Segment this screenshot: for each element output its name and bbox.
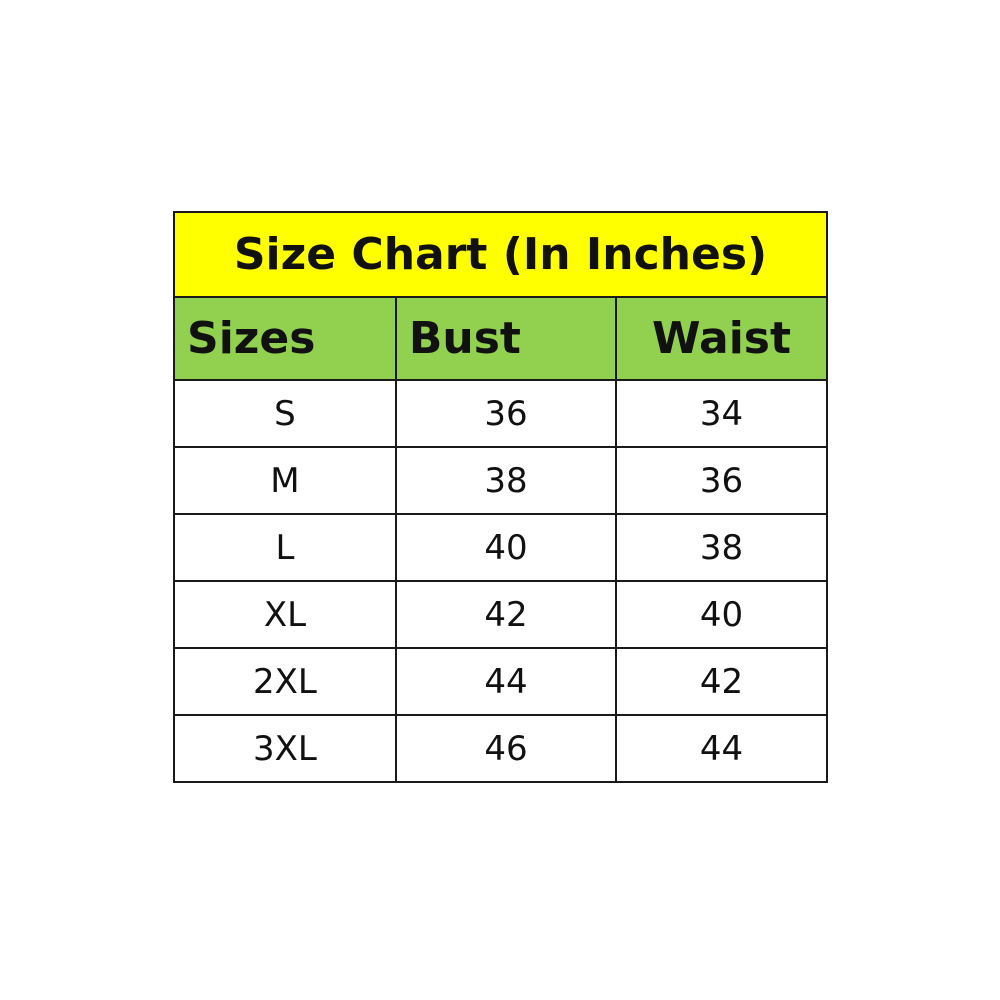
table-row: XL 42 40 (173, 580, 828, 649)
header-bust: Bust (394, 296, 618, 381)
table-row: 3XL 46 44 (173, 714, 828, 783)
cell-waist: 44 (615, 714, 828, 783)
cell-waist: 42 (615, 647, 828, 716)
cell-waist: 34 (615, 379, 828, 448)
cell-bust: 42 (394, 580, 618, 649)
cell-size: 3XL (173, 714, 397, 783)
cell-bust: 44 (394, 647, 618, 716)
table-row: S 36 34 (173, 379, 828, 448)
table-row: M 38 36 (173, 446, 828, 515)
cell-size: XL (173, 580, 397, 649)
cell-bust: 40 (394, 513, 618, 582)
size-chart-table: Size Chart (In Inches) Sizes Bust Waist … (173, 211, 828, 783)
table-title: Size Chart (In Inches) (173, 211, 828, 298)
cell-bust: 36 (394, 379, 618, 448)
table-row: L 40 38 (173, 513, 828, 582)
cell-waist: 36 (615, 446, 828, 515)
table-row: 2XL 44 42 (173, 647, 828, 716)
cell-size: 2XL (173, 647, 397, 716)
cell-size: L (173, 513, 397, 582)
header-row: Sizes Bust Waist (173, 296, 828, 381)
header-waist: Waist (615, 296, 828, 381)
header-sizes: Sizes (173, 296, 397, 381)
cell-waist: 40 (615, 580, 828, 649)
cell-size: S (173, 379, 397, 448)
cell-bust: 38 (394, 446, 618, 515)
cell-size: M (173, 446, 397, 515)
cell-waist: 38 (615, 513, 828, 582)
cell-bust: 46 (394, 714, 618, 783)
